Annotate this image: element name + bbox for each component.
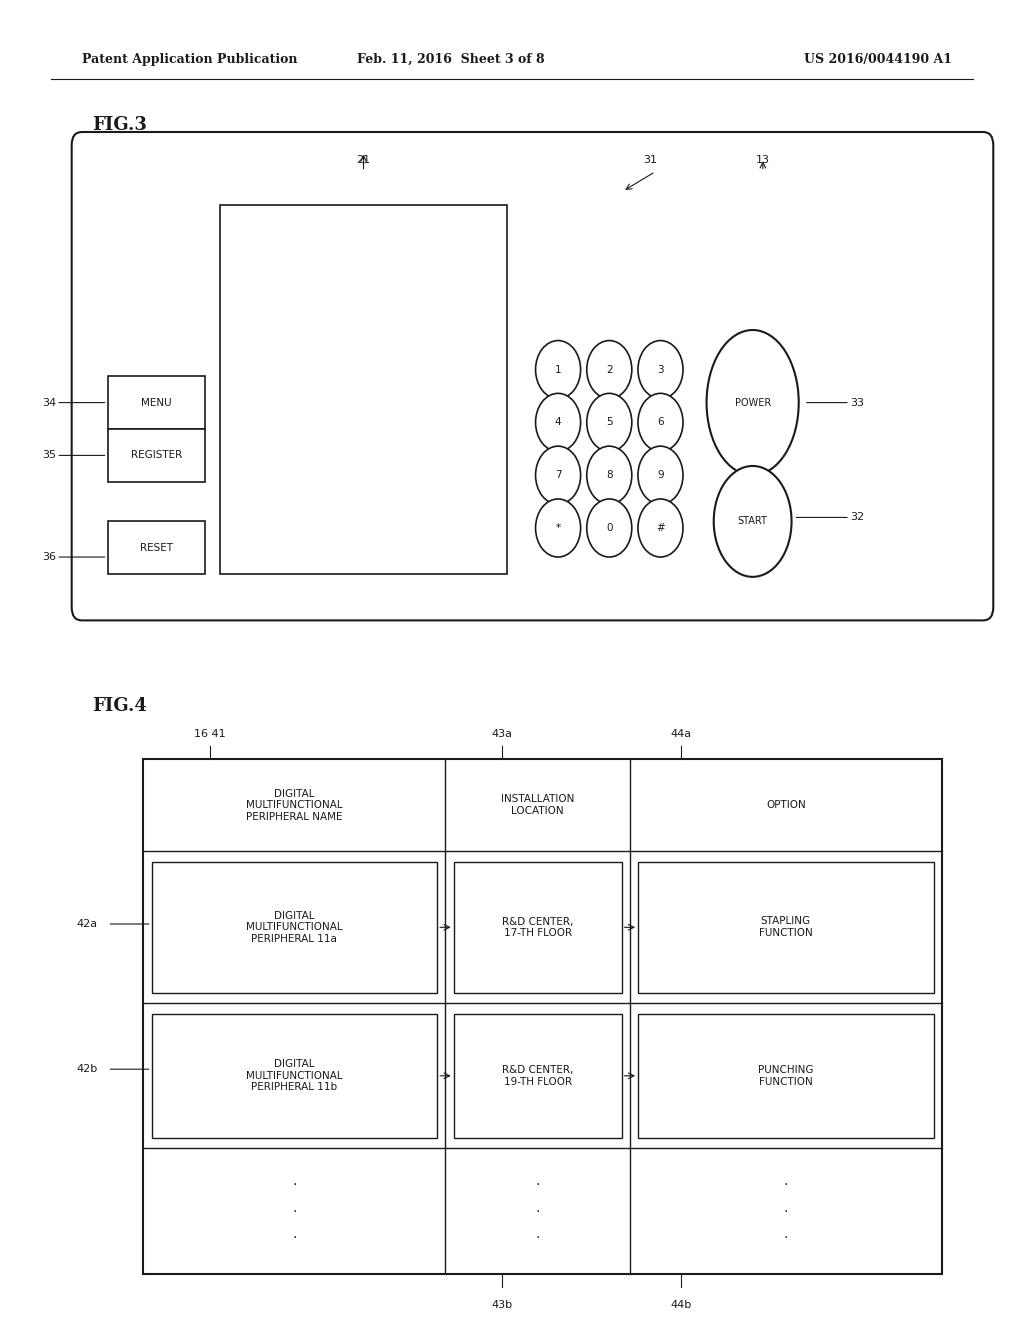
Text: 31: 31 — [643, 154, 657, 165]
Text: 2: 2 — [606, 364, 612, 375]
Text: .: . — [536, 1201, 540, 1214]
Text: 9: 9 — [657, 470, 664, 480]
Text: 6: 6 — [657, 417, 664, 428]
Text: 4: 4 — [555, 417, 561, 428]
Text: 3: 3 — [657, 364, 664, 375]
Text: 43a: 43a — [492, 729, 512, 739]
Text: STAPLING
FUNCTION: STAPLING FUNCTION — [759, 916, 813, 939]
Text: .: . — [292, 1228, 297, 1241]
Text: FIG.4: FIG.4 — [92, 697, 147, 715]
Text: 16 41: 16 41 — [195, 729, 225, 739]
Circle shape — [536, 341, 581, 399]
Bar — [638, 1014, 934, 1138]
Circle shape — [536, 446, 581, 504]
Text: 21: 21 — [356, 154, 371, 165]
Circle shape — [638, 446, 683, 504]
FancyBboxPatch shape — [72, 132, 993, 620]
Text: .: . — [783, 1201, 788, 1214]
Bar — [108, 521, 205, 574]
Circle shape — [638, 499, 683, 557]
Text: REGISTER: REGISTER — [130, 450, 182, 461]
Text: 35: 35 — [42, 450, 56, 461]
Bar — [454, 862, 622, 993]
Ellipse shape — [714, 466, 792, 577]
Circle shape — [638, 393, 683, 451]
Text: 8: 8 — [606, 470, 612, 480]
Text: .: . — [783, 1228, 788, 1241]
Text: 42a: 42a — [76, 919, 97, 929]
Text: DIGITAL
MULTIFUNCTIONAL
PERIPHERAL 11a: DIGITAL MULTIFUNCTIONAL PERIPHERAL 11a — [246, 911, 343, 944]
Text: .: . — [292, 1175, 297, 1188]
Text: 42b: 42b — [76, 1064, 97, 1074]
Circle shape — [587, 499, 632, 557]
Text: 7: 7 — [555, 470, 561, 480]
Text: 13: 13 — [756, 154, 770, 165]
Text: 1: 1 — [555, 364, 561, 375]
Bar — [143, 759, 942, 1274]
Circle shape — [638, 341, 683, 399]
Text: 5: 5 — [606, 417, 612, 428]
Text: RESET: RESET — [139, 543, 173, 553]
Text: 33: 33 — [850, 397, 864, 408]
Bar — [152, 1014, 437, 1138]
Text: .: . — [536, 1228, 540, 1241]
Text: FIG.3: FIG.3 — [92, 116, 147, 135]
Text: 43b: 43b — [492, 1300, 512, 1311]
Text: Patent Application Publication: Patent Application Publication — [82, 53, 297, 66]
Text: .: . — [536, 1175, 540, 1188]
Circle shape — [587, 341, 632, 399]
Text: *: * — [555, 523, 561, 533]
Text: OPTION: OPTION — [766, 800, 806, 810]
Text: 34: 34 — [42, 397, 56, 408]
Bar — [454, 1014, 622, 1138]
Circle shape — [536, 393, 581, 451]
Text: INSTALLATION
LOCATION: INSTALLATION LOCATION — [501, 795, 574, 816]
Text: 32: 32 — [850, 512, 864, 523]
Bar — [220, 205, 507, 574]
Text: PUNCHING
FUNCTION: PUNCHING FUNCTION — [758, 1065, 814, 1086]
Text: .: . — [783, 1175, 788, 1188]
Text: R&D CENTER,
17-TH FLOOR: R&D CENTER, 17-TH FLOOR — [502, 916, 573, 939]
Bar — [152, 862, 437, 993]
Text: START: START — [737, 516, 768, 527]
Text: POWER: POWER — [734, 397, 771, 408]
Circle shape — [587, 393, 632, 451]
Text: R&D CENTER,
19-TH FLOOR: R&D CENTER, 19-TH FLOOR — [502, 1065, 573, 1086]
Text: 36: 36 — [42, 552, 56, 562]
Bar — [108, 376, 205, 429]
Text: DIGITAL
MULTIFUNCTIONAL
PERIPHERAL 11b: DIGITAL MULTIFUNCTIONAL PERIPHERAL 11b — [246, 1059, 343, 1093]
Text: DIGITAL
MULTIFUNCTIONAL
PERIPHERAL NAME: DIGITAL MULTIFUNCTIONAL PERIPHERAL NAME — [246, 788, 343, 822]
Circle shape — [536, 499, 581, 557]
Text: .: . — [292, 1201, 297, 1214]
Bar — [638, 862, 934, 993]
Text: 0: 0 — [606, 523, 612, 533]
Text: Feb. 11, 2016  Sheet 3 of 8: Feb. 11, 2016 Sheet 3 of 8 — [356, 53, 545, 66]
Text: US 2016/0044190 A1: US 2016/0044190 A1 — [804, 53, 952, 66]
Text: #: # — [656, 523, 665, 533]
Circle shape — [587, 446, 632, 504]
Text: MENU: MENU — [141, 397, 171, 408]
Ellipse shape — [707, 330, 799, 475]
Bar — [108, 429, 205, 482]
Text: 44b: 44b — [671, 1300, 691, 1311]
Text: 44a: 44a — [671, 729, 691, 739]
